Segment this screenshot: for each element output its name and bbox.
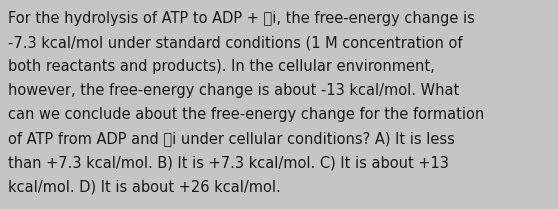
Text: For the hydrolysis of ATP to ADP + Ⓗi, the free-energy change is: For the hydrolysis of ATP to ADP + Ⓗi, t… <box>8 11 475 26</box>
Text: kcal/mol. D) It is about +26 kcal/mol.: kcal/mol. D) It is about +26 kcal/mol. <box>8 179 281 194</box>
Text: both reactants and products). In the cellular environment,: both reactants and products). In the cel… <box>8 59 435 74</box>
Text: -7.3 kcal/mol under standard conditions (1 M concentration of: -7.3 kcal/mol under standard conditions … <box>8 35 463 50</box>
Text: of ATP from ADP and Ⓗi under cellular conditions? A) It is less: of ATP from ADP and Ⓗi under cellular co… <box>8 131 455 146</box>
Text: however, the free-energy change is about -13 kcal/mol. What: however, the free-energy change is about… <box>8 83 459 98</box>
Text: than +7.3 kcal/mol. B) It is +7.3 kcal/mol. C) It is about +13: than +7.3 kcal/mol. B) It is +7.3 kcal/m… <box>8 155 449 170</box>
Text: can we conclude about the free-energy change for the formation: can we conclude about the free-energy ch… <box>8 107 484 122</box>
